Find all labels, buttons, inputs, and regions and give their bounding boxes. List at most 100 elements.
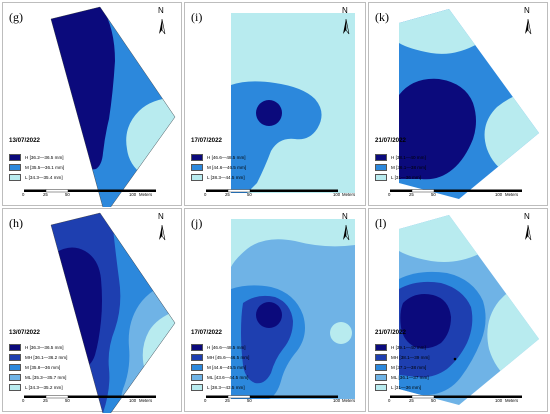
map-g (50, 6, 176, 207)
map-panel-h: (h) N 13/07/2022 H [36.3—36.5 mm] MH [36… (2, 208, 182, 413)
scale-bar: 0 25 50 100 Meters (375, 189, 525, 203)
north-arrow-icon (343, 18, 350, 35)
north-arrow-icon (525, 18, 532, 35)
zone-low (330, 322, 352, 344)
legend-swatch (9, 344, 21, 351)
legend-label: L [31—36 mm] (391, 175, 421, 180)
map-i (231, 13, 355, 193)
north-arrow-icon (343, 224, 350, 241)
legend-swatch (191, 374, 203, 381)
scale-unit: Meters (342, 398, 356, 403)
scale-bar: 0 25 50 100 Meters (191, 189, 355, 203)
legend-label: H [36.2—36.5 mm] (25, 155, 64, 160)
scale-unit: Meters (139, 192, 153, 197)
legend-label: L [34.3—35.2 mm] (25, 385, 63, 390)
legend-label: ML [35.3—35.7 mm] (25, 375, 67, 380)
map-panel-j: (j) N 17/07/2022 H [46.6—48.5 mm] MH [45… (184, 208, 366, 412)
legend-label: H [46.6—48.5 mm] (207, 345, 246, 350)
legend-swatch (375, 344, 387, 351)
scale-tick: 50 (431, 192, 436, 197)
scale-tick: 25 (409, 398, 414, 403)
scale-tick: 100 (129, 398, 137, 403)
north-arrow-icon (525, 224, 532, 241)
scale-bar: 0 25 50 100 Meters (9, 189, 159, 203)
zone-medium (231, 81, 322, 193)
panel-label: (l) (375, 216, 387, 230)
scale-tick: 50 (65, 192, 70, 197)
north-label: N (158, 212, 164, 221)
north-label: N (342, 212, 348, 221)
scale-bar: 0 25 50 100 Meters (191, 395, 355, 409)
scale-tick: 0 (388, 192, 391, 197)
scale-bar-graphic (206, 189, 338, 193)
map-k (399, 9, 539, 199)
legend-label: ML [43.6—44.5 mm] (207, 375, 249, 380)
legend-swatch (375, 374, 387, 381)
scale-tick: 0 (204, 398, 207, 403)
zone-low (399, 215, 481, 262)
scale-tick: 25 (225, 192, 230, 197)
scale-tick: 25 (43, 398, 48, 403)
scale-tick: 50 (247, 398, 252, 403)
panel-label: (g) (9, 10, 23, 24)
scale-tick: 0 (22, 398, 25, 403)
map-h (50, 212, 176, 413)
date-label: 17/07/2022 (191, 137, 222, 144)
map-panel-i: (i) N 17/07/2022 H [46.6—48.5 mm] M [44.… (184, 2, 366, 206)
scale-bar-graphic (24, 395, 156, 399)
date-label: 21/07/2022 (375, 137, 406, 144)
north-label: N (524, 6, 530, 15)
legend-label: M [36.1—38 mm] (391, 165, 427, 170)
legend-swatch (375, 164, 387, 171)
scale-tick: 100 (333, 192, 341, 197)
legend-label: L [31—36 mm] (391, 385, 421, 390)
legend-label: ML [36.1—37 mm] (391, 375, 429, 380)
zone-high (256, 302, 282, 328)
scale-tick: 100 (129, 192, 137, 197)
panel-label: (h) (9, 216, 23, 230)
legend-swatch (191, 154, 203, 161)
north-label: N (158, 6, 164, 15)
legend-swatch (9, 374, 21, 381)
legend-swatch (191, 384, 203, 391)
legend-label: L [38.3—44.5 mm] (207, 175, 245, 180)
date-label: 13/07/2022 (9, 329, 40, 336)
legend-label: MH [36.1—36.2 mm] (25, 355, 68, 360)
legend-label: H [38.1—40 mm] (391, 155, 426, 160)
legend-label: H [36.3—36.5 mm] (25, 345, 64, 350)
zone-low (399, 9, 479, 54)
map-j (231, 219, 355, 399)
legend-swatch (9, 164, 21, 171)
north-arrow-icon (159, 224, 166, 241)
scale-bar: 0 25 50 100 Meters (375, 395, 525, 409)
zone-high (256, 100, 282, 126)
scale-bar-graphic (390, 189, 522, 193)
scale-tick: 25 (409, 192, 414, 197)
date-label: 13/07/2022 (9, 137, 40, 144)
legend-label: H [46.6—48.5 mm] (207, 155, 246, 160)
legend-label: MH [38.1—39 mm] (391, 355, 430, 360)
legend-label: M [37.1—38 mm] (391, 365, 427, 370)
scale-tick: 100 (495, 398, 503, 403)
zone-low (231, 219, 355, 267)
legend-swatch (9, 154, 21, 161)
date-label: 21/07/2022 (375, 329, 406, 336)
scale-tick: 25 (43, 192, 48, 197)
scale-unit: Meters (505, 192, 519, 197)
north-label: N (342, 6, 348, 15)
legend-label: L [34.3—35.4 mm] (25, 175, 63, 180)
legend-label: M [44.6—46.5 mm] (207, 165, 247, 170)
panel-label: (j) (191, 216, 203, 230)
north-arrow-icon (159, 18, 166, 35)
panel-label: (k) (375, 10, 389, 24)
north-label: N (524, 212, 530, 221)
legend-swatch (191, 354, 203, 361)
scale-tick: 25 (225, 398, 230, 403)
scale-tick: 50 (247, 192, 252, 197)
legend-swatch (191, 164, 203, 171)
scale-tick: 0 (22, 192, 25, 197)
scale-tick: 50 (65, 398, 70, 403)
scale-tick: 0 (204, 192, 207, 197)
legend-swatch (191, 344, 203, 351)
scale-bar: 0 25 50 100 Meters (9, 395, 159, 409)
